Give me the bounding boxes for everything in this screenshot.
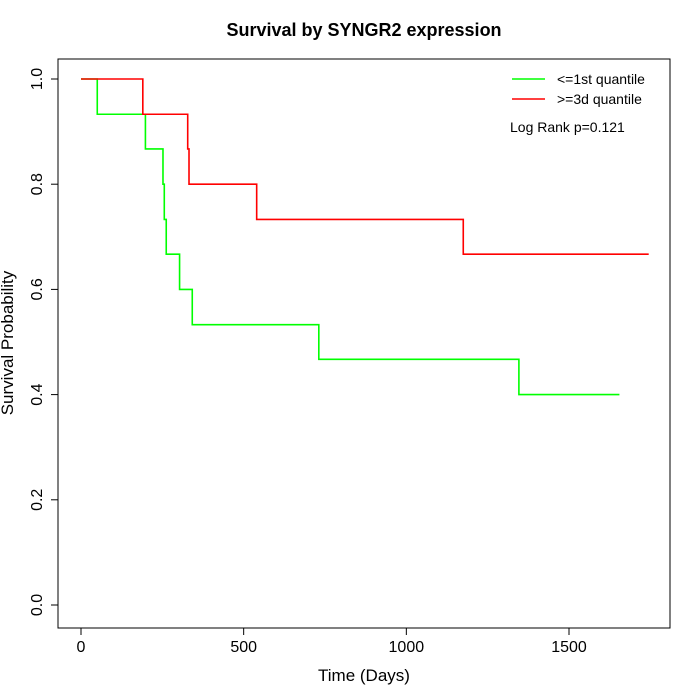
survival-curves (81, 78, 649, 396)
x-tick-label: 1000 (389, 639, 425, 656)
legend-label-low: <=1st quantile (557, 71, 645, 87)
x-tick-label: 500 (230, 639, 257, 656)
legend-label-high: >=3d quantile (557, 91, 642, 107)
x-tick-label: 0 (77, 639, 86, 656)
y-tick-label: 1.0 (29, 68, 46, 90)
plot-frame (57, 58, 671, 629)
log-rank-annotation: Log Rank p=0.121 (510, 119, 625, 135)
y-tick-label: 0.2 (29, 489, 46, 511)
y-axis-label: Survival Probability (0, 270, 17, 415)
legend: <=1st quantile >=3d quantile (512, 71, 645, 107)
y-axis: 0.0 0.2 0.4 0.6 0.8 1.0 (29, 68, 59, 616)
survival-curve-low (81, 78, 620, 396)
y-tick-label: 0.6 (29, 278, 46, 300)
chart-title: Survival by SYNGR2 expression (226, 20, 501, 40)
x-axis: 0 500 1000 1500 (77, 627, 587, 656)
y-tick-label: 0.0 (29, 594, 46, 616)
y-tick-label: 0.4 (29, 383, 46, 405)
x-axis-label: Time (Days) (318, 666, 410, 685)
survival-curve-high (81, 78, 649, 255)
y-tick-label: 0.8 (29, 173, 46, 195)
x-tick-label: 1500 (551, 639, 587, 656)
